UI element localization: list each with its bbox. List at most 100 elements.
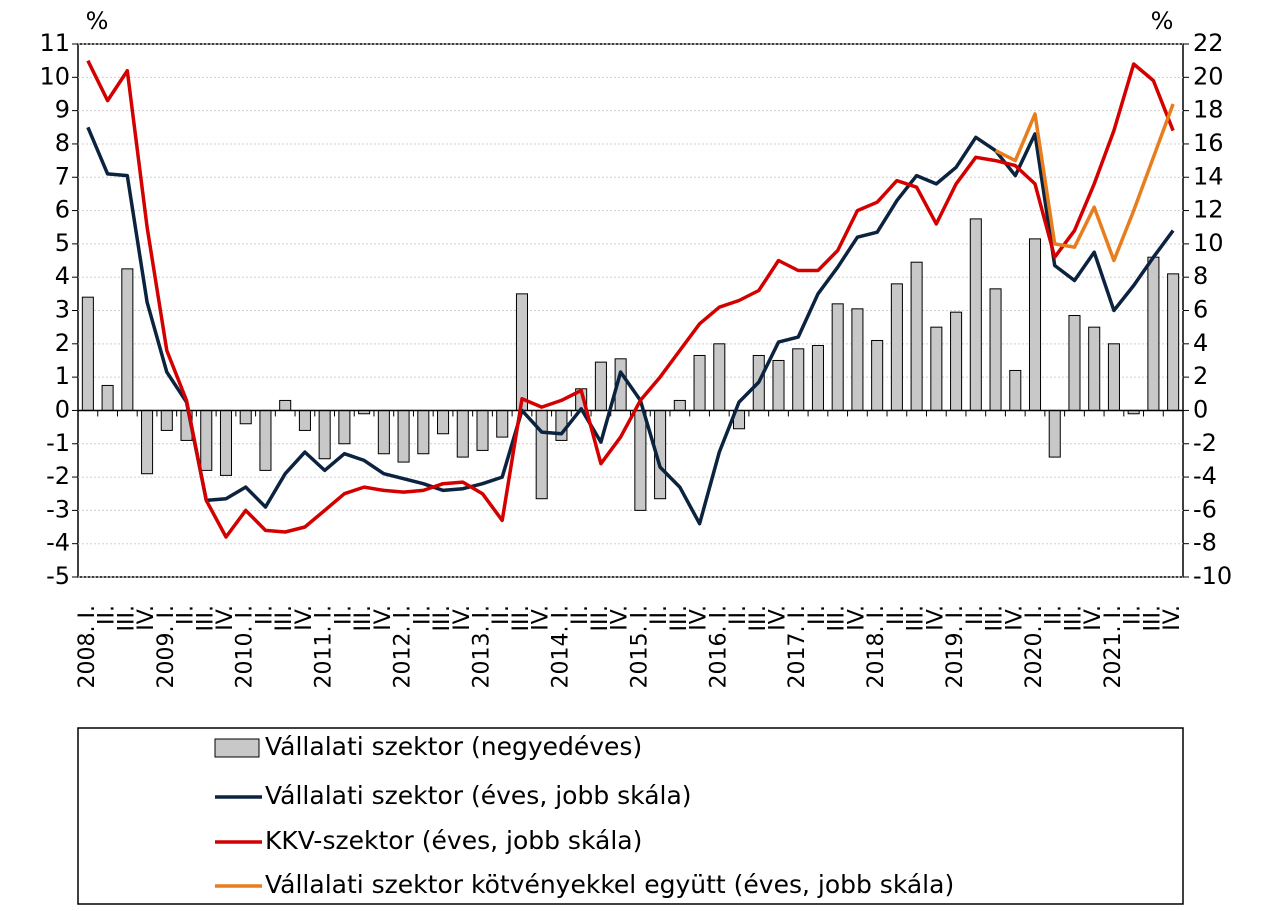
x-tick-label: III. — [825, 605, 850, 631]
y-tick-label: -5 — [46, 562, 70, 590]
y-tick-label: 11 — [39, 29, 70, 57]
bar — [437, 409, 450, 435]
bar — [515, 293, 528, 411]
x-tick-label: 2013. I. — [470, 605, 495, 688]
y-tick-label: 5 — [55, 229, 70, 257]
x-tick-label: IV. — [1081, 605, 1106, 631]
x-tick-label: II. — [252, 605, 277, 625]
x-tick-label: III. — [746, 605, 771, 631]
x-tick-label: IV. — [529, 605, 554, 631]
bar — [318, 409, 331, 460]
y2-tick-label: -8 — [1193, 529, 1217, 557]
bar — [476, 409, 489, 451]
x-tick-label: II. — [1121, 605, 1146, 625]
bar — [1147, 256, 1160, 411]
x-tick-label: III. — [904, 605, 929, 631]
x-tick-label: II. — [410, 605, 435, 625]
bar — [1107, 343, 1120, 411]
y-tick-label: 4 — [55, 262, 70, 290]
bar — [871, 339, 884, 411]
x-tick-label: III. — [351, 605, 376, 631]
bar — [417, 409, 430, 455]
x-tick-label: 2021. I. — [1101, 605, 1126, 688]
y2-tick-label: -6 — [1193, 495, 1217, 523]
y-tick-label: 9 — [55, 96, 70, 124]
x-tick-label: 2009. I. — [154, 605, 179, 688]
x-tick-label: III. — [983, 605, 1008, 631]
bar — [634, 409, 647, 511]
x-tick-label: II. — [568, 605, 593, 625]
x-tick-label: IV. — [371, 605, 396, 631]
legend-label: Vállalati szektor (éves, jobb skála) — [265, 781, 692, 810]
x-tick-label: II. — [726, 605, 751, 625]
y2-unit: % — [1151, 7, 1174, 35]
line-series — [86, 59, 1175, 539]
y2-tick-label: 10 — [1193, 229, 1224, 257]
x-tick-label: II. — [95, 605, 120, 625]
x-tick-label: 2018. I. — [864, 605, 889, 688]
y-tick-label: 10 — [39, 62, 70, 90]
x-tick-label: II. — [489, 605, 514, 625]
x-tick-label: III. — [667, 605, 692, 631]
x-tick-label: 2010. I. — [233, 605, 258, 688]
legend-swatch — [214, 738, 260, 758]
y2-tick-label: 2 — [1193, 362, 1208, 390]
x-tick-label: 2008. I. — [75, 605, 100, 688]
x-tick-label: 2016. I. — [706, 605, 731, 688]
bar — [141, 409, 154, 475]
y-tick-label: 7 — [55, 162, 70, 190]
bar — [792, 348, 805, 411]
y2-tick-label: -4 — [1193, 462, 1217, 490]
x-tick-label: IV. — [1002, 605, 1027, 631]
x-tick-label: IV. — [292, 605, 317, 631]
y-tick-label: 3 — [55, 296, 70, 324]
y2-tick-label: 0 — [1193, 395, 1208, 423]
x-tick-label: 2020. I. — [1022, 605, 1047, 688]
bar — [1048, 409, 1061, 458]
x-tick-label: III. — [430, 605, 455, 631]
bar — [1167, 273, 1180, 411]
y2-tick-label: -2 — [1193, 429, 1217, 457]
x-tick-label: III. — [1061, 605, 1086, 631]
line-series — [86, 126, 1175, 526]
bar — [910, 261, 923, 411]
y-tick-label: 1 — [55, 362, 70, 390]
legend-label: KKV-szektor (éves, jobb skála) — [265, 826, 642, 855]
bar — [555, 409, 568, 441]
x-tick-label: II. — [884, 605, 909, 625]
x-tick-label: III. — [588, 605, 613, 631]
x-tick-label: III. — [272, 605, 297, 631]
legend-label: Vállalati szektor kötvényekkel együtt (é… — [265, 870, 954, 899]
bar — [1088, 326, 1101, 411]
bar — [121, 268, 134, 411]
bar — [930, 326, 943, 411]
bar — [851, 308, 864, 411]
x-tick-label: 2017. I. — [785, 605, 810, 688]
bar — [772, 359, 785, 411]
y-tick-label: 2 — [55, 329, 70, 357]
x-tick-label: IV. — [923, 605, 948, 631]
bar — [259, 409, 272, 471]
legend-label: Vállalati szektor (negyedéves) — [265, 732, 642, 761]
bar — [989, 288, 1002, 411]
x-tick-label: IV. — [1160, 605, 1185, 631]
bar — [397, 409, 410, 463]
bar — [101, 384, 114, 411]
y-tick-label: 6 — [55, 196, 70, 224]
x-tick-label: II. — [805, 605, 830, 625]
x-tick-label: 2014. I. — [548, 605, 573, 688]
x-tick-label: IV. — [608, 605, 633, 631]
bar — [279, 399, 292, 411]
bar — [1068, 314, 1081, 411]
legend-box — [77, 727, 1184, 905]
x-tick-label: III. — [509, 605, 534, 631]
x-tick-label: IV. — [844, 605, 869, 631]
y2-tick-label: 14 — [1193, 162, 1224, 190]
y2-tick-label: 4 — [1193, 329, 1208, 357]
bar — [1028, 238, 1042, 411]
bar — [811, 344, 824, 411]
x-tick-label: II. — [1042, 605, 1067, 625]
x-tick-label: IV. — [213, 605, 238, 631]
bar — [1009, 369, 1022, 411]
